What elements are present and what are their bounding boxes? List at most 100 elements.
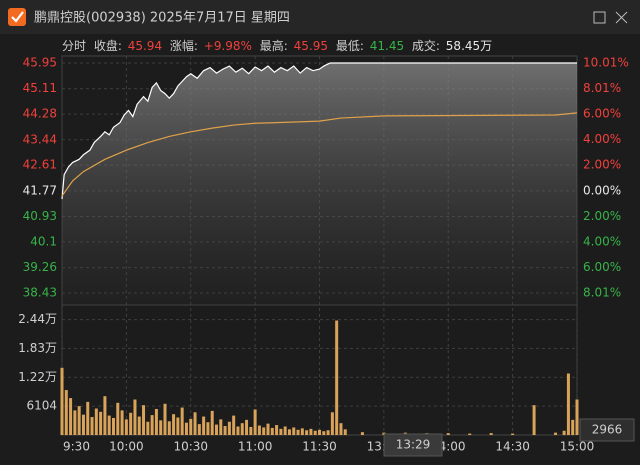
volume-bar [330,412,334,435]
volume-bar [223,426,227,435]
volume-bar [142,405,146,435]
volume-bar [202,416,206,435]
volume-bar [90,417,94,435]
cursor-volume: 2966 [592,423,623,437]
volume-bar [292,427,296,435]
info-value: 58.45万 [446,39,492,53]
y2-tick-label: 6.00% [583,260,621,274]
volume-bar [189,418,193,435]
volume-bar [511,433,515,435]
y-tick-label: 42.61 [23,158,57,172]
info-value: 41.45 [370,39,404,53]
volume-bar [86,401,90,435]
y-tick-label: 39.26 [23,260,57,274]
volume-bar [300,428,304,435]
info-value: +9.98% [204,39,252,53]
volume-bar [253,409,257,435]
x-tick-label: 11:30 [302,440,337,454]
y2-tick-label: 10.01% [583,56,629,70]
volume-bar [240,423,244,435]
volume-bar [305,430,309,435]
y2-tick-label: 4.00% [583,132,621,146]
volume-bar [554,432,558,435]
y2-tick-label: 0.00% [583,183,621,197]
info-label: 涨幅: [170,38,198,53]
x-tick-label: 10:30 [173,440,208,454]
y-tick-label: 44.28 [23,107,57,121]
y2-tick-label: 2.00% [583,209,621,223]
volume-bar [236,426,240,435]
volume-bar [279,428,283,435]
volume-bar [167,421,171,435]
window-title: 鹏鼎控股(002938) 2025年7月17日 星期四 [34,11,290,26]
volume-bar [532,405,536,435]
y-tick-label: 1.22万 [18,370,57,384]
volume-bar [275,425,279,435]
y2-tick-label: 2.00% [583,158,621,172]
volume-bar [184,422,188,435]
volume-bar [60,367,64,435]
volume-bar [227,421,231,435]
volume-bar [124,419,128,435]
volume-bar [133,399,137,435]
volume-bar [99,411,103,435]
maximize-button[interactable] [593,11,606,24]
volume-bar [215,424,218,435]
volume-bar [296,429,300,435]
app-icon [8,8,26,26]
close-button[interactable] [615,11,628,24]
volume-bar [81,414,85,435]
volume-bar [210,410,214,435]
volume-bar [146,421,150,435]
x-tick-label: 14:30 [495,440,530,454]
volume-bar [69,398,73,435]
volume-bar [489,433,493,435]
volume-bar [219,419,223,435]
y-tick-label: 40.1 [30,234,57,248]
volume-bar [313,430,317,435]
info-value: 45.94 [128,39,162,53]
info-label: 收盘: [94,38,122,53]
cursor-time-box [383,433,443,457]
x-tick-label: 15:00 [560,440,595,454]
volume-bar [120,410,124,435]
volume-bar [154,408,158,435]
app-icon-check [11,11,24,23]
volume-bar [163,403,167,435]
volume-bar [270,427,274,435]
volume-bar [77,406,81,435]
info-row: 分时 收盘: 45.94 涨幅: +9.98% 最高: 45.95 最低: 41… [62,38,492,53]
volume-bar [64,390,68,435]
volume-bar [193,412,197,435]
cursor-time: 13:29 [396,438,431,452]
volume-bar [180,407,184,435]
volume-bar [129,412,133,435]
y2-tick-label: 6.00% [583,107,621,121]
y-tick-label: 6104 [26,399,57,413]
title-bar [0,0,640,34]
volume-bar [159,420,163,435]
info-value: 45.95 [294,39,328,53]
volume-bar [257,425,261,435]
info-label: 成交: [412,38,440,53]
info-label: 最高: [260,38,288,53]
y-tick-label: 45.11 [23,81,57,95]
volume-bar [137,416,141,435]
y-tick-label: 41.77 [23,183,57,197]
volume-bar [360,432,364,435]
volume-bar [571,419,575,435]
x-tick-label: 9:30 [63,440,90,454]
x-tick-label: 11:00 [238,440,273,454]
y-tick-label: 43.44 [23,132,57,146]
volume-bar [283,426,287,435]
volume-bar [112,417,115,435]
y2-tick-label: 4.00% [583,234,621,248]
volume-bar [562,430,566,435]
volume-bar [172,414,176,435]
volume-bar [103,396,107,435]
volume-bar [309,428,313,435]
volume-bar [566,373,570,435]
y2-tick-label: 8.01% [583,286,621,300]
x-tick-label: 10:00 [109,440,144,454]
volume-bar [197,424,201,435]
